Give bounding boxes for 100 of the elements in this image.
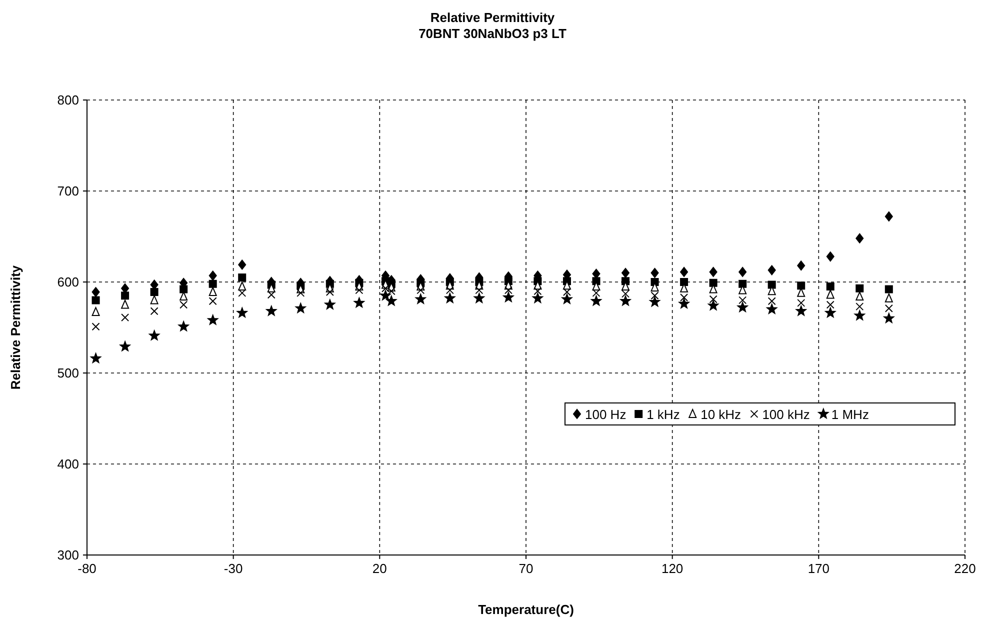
point	[92, 296, 100, 304]
point	[797, 298, 806, 307]
point	[446, 286, 454, 294]
point	[121, 283, 130, 294]
point	[238, 282, 246, 291]
legend-label: 100 kHz	[762, 406, 810, 422]
point	[680, 278, 688, 286]
point	[709, 266, 718, 277]
y-tick-label: 600	[57, 274, 79, 290]
point	[474, 292, 484, 303]
point	[680, 293, 688, 302]
point	[208, 287, 217, 296]
chart-title: Relative Permittivity	[430, 10, 556, 25]
point	[354, 297, 364, 308]
point	[592, 268, 600, 279]
x-tick-label: 70	[518, 561, 534, 576]
point	[592, 288, 600, 297]
point	[92, 307, 100, 316]
point	[620, 296, 631, 306]
point	[708, 300, 719, 310]
point	[650, 268, 659, 278]
x-tick-label: 170	[808, 561, 830, 576]
legend-label: 10 kHz	[700, 406, 742, 422]
x-axis-title: Temperature(C)	[478, 602, 574, 617]
point	[797, 260, 806, 271]
point	[415, 294, 426, 304]
point	[208, 314, 218, 325]
point	[208, 270, 217, 281]
point	[503, 292, 514, 302]
point	[854, 310, 865, 320]
point	[504, 286, 512, 294]
point	[856, 302, 864, 311]
point	[380, 290, 391, 300]
x-tick-label: -80	[78, 561, 96, 576]
point	[90, 352, 102, 363]
legend-label: 1 kHz	[646, 406, 680, 422]
x-tick-label: 120	[661, 561, 684, 576]
legend-label: 1 MHz	[831, 406, 869, 422]
x-tick-label: 220	[954, 561, 976, 576]
point	[884, 285, 893, 294]
point	[150, 288, 158, 296]
x-tick-label: -30	[224, 561, 243, 576]
point	[738, 266, 747, 277]
point	[382, 284, 390, 292]
point	[416, 286, 425, 294]
point	[296, 288, 305, 297]
point	[180, 285, 188, 294]
point	[208, 280, 217, 288]
point	[238, 288, 246, 297]
point	[737, 302, 748, 312]
point	[238, 273, 246, 282]
point	[796, 306, 806, 316]
point	[768, 280, 776, 289]
point	[590, 296, 602, 306]
y-tick-label: 500	[57, 366, 79, 380]
point	[856, 292, 864, 301]
point	[121, 300, 130, 309]
point	[768, 265, 776, 276]
point	[738, 280, 747, 288]
point	[355, 286, 364, 294]
point	[709, 278, 718, 287]
point	[266, 306, 277, 316]
point	[92, 287, 100, 298]
point	[120, 341, 130, 352]
point	[826, 252, 834, 262]
point	[267, 290, 276, 299]
point	[856, 233, 864, 244]
point	[534, 287, 542, 296]
point	[92, 322, 100, 331]
point	[324, 299, 336, 310]
point	[884, 304, 893, 312]
legend-label: 100 Hz	[585, 406, 626, 422]
point	[709, 295, 718, 304]
point	[208, 297, 217, 306]
point	[650, 292, 659, 300]
y-tick-label: 800	[57, 92, 79, 108]
point	[738, 296, 747, 304]
point	[149, 330, 160, 340]
point	[622, 290, 630, 298]
point	[884, 293, 893, 302]
point	[562, 288, 571, 296]
point	[680, 266, 688, 277]
point	[295, 302, 306, 313]
point	[678, 298, 690, 308]
point	[121, 313, 130, 322]
point	[178, 321, 189, 332]
y-tick-label: 300	[57, 548, 79, 562]
point	[826, 282, 834, 291]
y-tick-label: 400	[57, 456, 79, 472]
point	[650, 296, 660, 307]
point	[884, 312, 894, 323]
point	[826, 300, 834, 309]
point	[150, 307, 158, 316]
point	[121, 292, 130, 300]
y-tick-label: 700	[57, 184, 79, 198]
point	[884, 211, 893, 222]
point	[444, 292, 456, 303]
x-tick-label: 20	[372, 561, 387, 576]
point	[532, 292, 543, 303]
point	[856, 284, 864, 292]
